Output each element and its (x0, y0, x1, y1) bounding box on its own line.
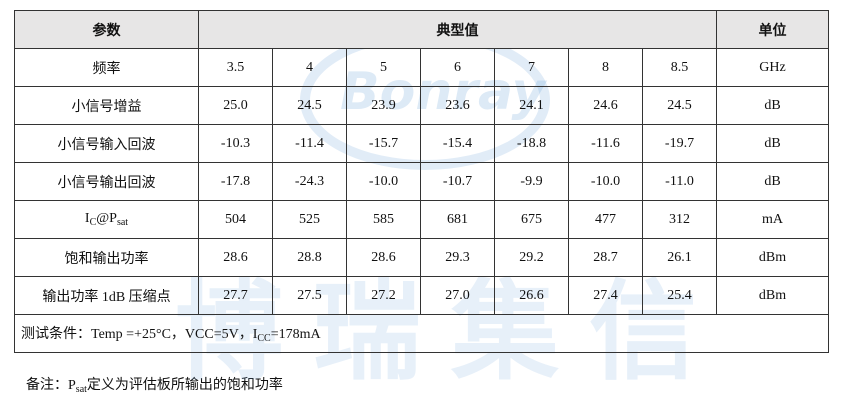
value-cell: 25.4 (641, 276, 718, 315)
unit-cell: mA (716, 200, 830, 239)
value-cell: -15.4 (420, 124, 495, 163)
text-run: 定义为评估板所输出的饱和功率 (86, 378, 283, 393)
value-cell: -10.0 (568, 162, 643, 201)
value-cell: 28.8 (272, 238, 347, 277)
value-cell: 23.6 (420, 86, 495, 125)
param-cell: 小信号输出回波 (14, 162, 199, 201)
text-run: =178mA (270, 327, 321, 342)
subscript: sat (75, 384, 87, 395)
text-run: 饱和输出功率 (64, 251, 149, 267)
value-cell: 24.5 (272, 86, 347, 125)
value-cell: -11.0 (641, 162, 718, 201)
value-cell: 28.7 (568, 238, 643, 277)
unit-cell: dBm (716, 276, 830, 315)
value-cell: 5 (346, 48, 421, 87)
value-cell: 27.0 (420, 276, 495, 315)
value-cell: 312 (641, 200, 718, 239)
param-cell: 小信号增益 (14, 86, 199, 125)
value-cell: 28.6 (198, 238, 273, 277)
data-row: 小信号增益 25.0 24.5 23.9 23.6 24.1 24.6 24.5 dB (14, 86, 830, 125)
value-cell: 23.9 (346, 86, 421, 125)
text-run: 备注：P (26, 378, 76, 393)
value-cell: 477 (568, 200, 643, 239)
param-cell: 频率 (14, 48, 199, 87)
param-cell: 小信号输入回波 (14, 124, 199, 163)
value-cell: -10.3 (198, 124, 273, 163)
unit-cell: dBm (716, 238, 830, 277)
unit-cell: GHz (716, 48, 830, 87)
text-run: @P (96, 211, 117, 226)
subscript: C (89, 217, 97, 228)
value-cell: 8 (568, 48, 643, 87)
param-cell: IC@Psat (14, 200, 199, 239)
value-cell: 24.5 (641, 86, 718, 125)
value-cell: 26.6 (494, 276, 569, 315)
value-cell: 27.5 (272, 276, 347, 315)
value-cell: 525 (272, 200, 347, 239)
note-cell: 测试条件：Temp =+25°C，VCC=5V，ICC=178mA (13, 314, 830, 353)
note-row: 测试条件：Temp =+25°C，VCC=5V，ICC=178mA (13, 314, 830, 353)
value-cell: 27.7 (198, 276, 273, 315)
value-cell: 24.1 (494, 86, 569, 125)
value-cell: 504 (198, 200, 273, 239)
footnote: 备注：Psat定义为评估板所输出的饱和功率 (26, 374, 283, 395)
value-cell: 681 (420, 200, 495, 239)
value-cell: 29.2 (494, 238, 569, 277)
value-cell: -10.7 (420, 162, 495, 201)
header-cell: 典型值 (197, 10, 718, 49)
param-cell: 输出功率 1dB 压缩点 (14, 276, 199, 315)
value-cell: 3.5 (198, 48, 273, 87)
value-cell: 26.1 (641, 238, 718, 277)
data-row: 输出功率 1dB 压缩点 27.7 27.5 27.2 27.0 26.6 27.4 25.4… (14, 276, 830, 315)
value-cell: 25.0 (198, 86, 273, 125)
spec-table: 参数 典型值 单位 频率 3.5 4 5 6 7 8 8.5 GHz 小信号增益 25.0 24.5 23.9… (13, 10, 830, 353)
unit-cell: dB (716, 162, 830, 201)
value-cell: 6 (420, 48, 495, 87)
data-row: 小信号输出回波 -17.8 -24.3 -10.0 -10.7 -9.9 -10.0 -11.… (14, 162, 830, 201)
value-cell: 27.2 (346, 276, 421, 315)
value-cell: 27.4 (568, 276, 643, 315)
value-cell: 24.6 (568, 86, 643, 125)
text-run: 小信号增益 (71, 99, 142, 115)
value-cell: 675 (494, 200, 569, 239)
value-cell: -11.4 (272, 124, 347, 163)
text-run: 小信号输出回波 (57, 175, 156, 191)
text-run: 测试条件：Temp =+25°C，VCC=5V，I (21, 327, 258, 342)
value-cell: -15.7 (346, 124, 421, 163)
text-run: 输出功率 1dB 压缩点 (42, 289, 171, 305)
value-cell: -18.8 (494, 124, 569, 163)
value-cell: -10.0 (346, 162, 421, 201)
header-cell: 单位 (716, 10, 830, 49)
subscript: CC (257, 333, 271, 344)
value-cell: -11.6 (568, 124, 643, 163)
text-run: 频率 (92, 61, 121, 77)
value-cell: -19.7 (641, 124, 718, 163)
value-cell: 8.5 (641, 48, 718, 87)
value-cell: -24.3 (272, 162, 347, 201)
value-cell: 4 (272, 48, 347, 87)
data-row: 饱和输出功率 28.6 28.8 28.6 29.3 29.2 28.7 26.1 dBm (14, 238, 830, 277)
value-cell: 7 (494, 48, 569, 87)
value-cell: -17.8 (198, 162, 273, 201)
value-cell: 585 (346, 200, 421, 239)
header-row: 参数 典型值 单位 (14, 10, 830, 49)
subscript: sat (116, 217, 129, 228)
value-cell: 28.6 (346, 238, 421, 277)
data-row: IC@Psat 504 525 585 681 675 477 312 mA (14, 200, 830, 239)
value-cell: -9.9 (494, 162, 569, 201)
unit-cell: dB (716, 124, 830, 163)
value-cell: 29.3 (420, 238, 495, 277)
unit-cell: dB (716, 86, 830, 125)
data-row: 小信号输入回波 -10.3 -11.4 -15.7 -15.4 -18.8 -11.6 -19… (14, 124, 830, 163)
param-cell: 饱和输出功率 (14, 238, 199, 277)
header-cell: 参数 (14, 10, 199, 49)
text-run: I (84, 211, 90, 226)
text-run: 小信号输入回波 (57, 137, 156, 153)
data-row: 频率 3.5 4 5 6 7 8 8.5 GHz (14, 48, 830, 87)
